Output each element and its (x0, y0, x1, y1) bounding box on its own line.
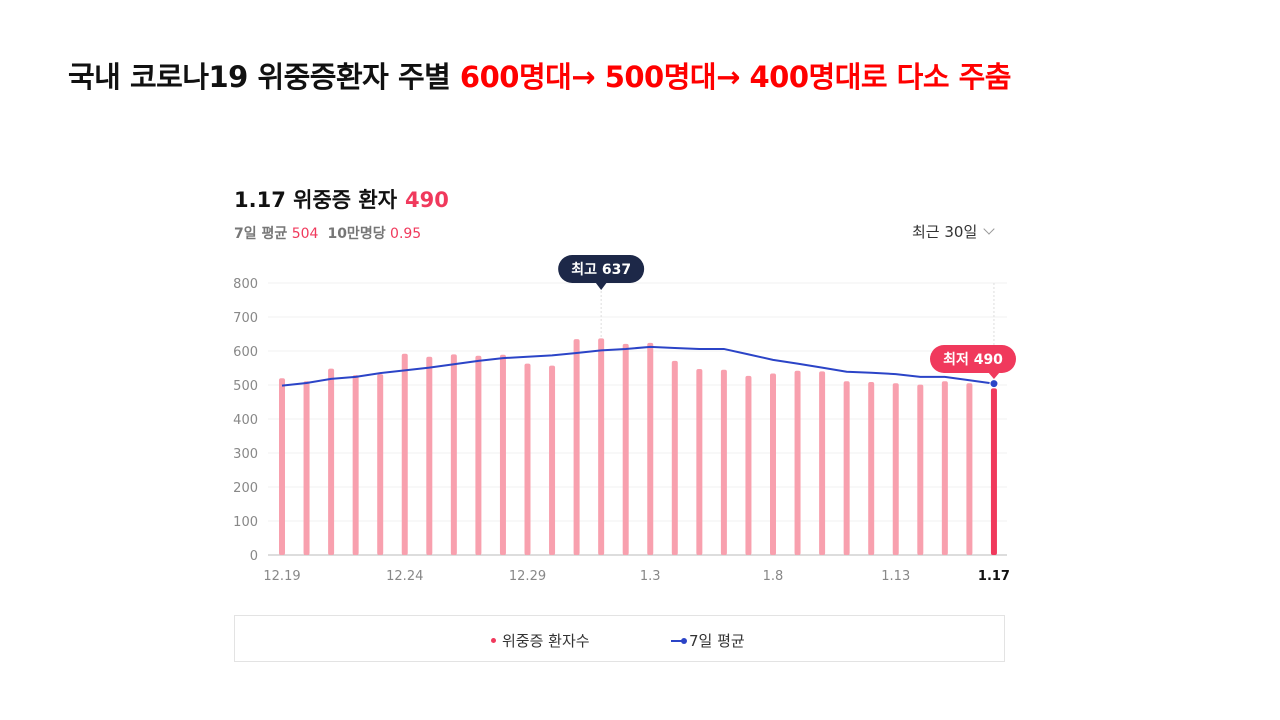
y-tick-label: 400 (233, 413, 258, 428)
y-tick-label: 100 (233, 515, 258, 530)
data-bar (745, 375, 752, 555)
sub-stats: 7일 평균 504 10만명당 0.95 (234, 223, 430, 243)
data-bar (622, 343, 629, 555)
max-tooltip-pointer (595, 282, 608, 290)
range-select-label: 최근 30일 (912, 223, 978, 241)
min-tooltip (930, 345, 1016, 373)
x-tick-label: 1.13 (881, 569, 910, 584)
data-bar (499, 354, 506, 555)
legend-bars-label: 위중증 환자수 (502, 632, 590, 650)
data-bar (573, 339, 580, 555)
data-bar (843, 381, 850, 555)
data-bar (401, 353, 408, 555)
data-bar (279, 378, 285, 555)
data-bar (720, 369, 727, 555)
y-tick-label: 300 (233, 447, 258, 462)
x-tick-label: 1.3 (640, 569, 661, 584)
slide-title-highlight: 600명대→ 500명대→ 400명대로 다소 주춤 (459, 60, 1012, 94)
legend-item-line[interactable]: 7일 평균 (671, 630, 745, 651)
max-tooltip (558, 255, 645, 283)
data-bar (917, 384, 924, 555)
data-bar (352, 375, 359, 555)
avg-value: 504 (291, 226, 319, 242)
data-bar (475, 355, 482, 555)
y-tick-label: 500 (233, 379, 258, 394)
x-tick-label: 1.17 (978, 569, 1010, 584)
slide-title: 국내 코로나19 위중증환자 주별 600명대→ 500명대→ 400명대로 다… (68, 54, 1248, 96)
data-bar (671, 360, 678, 555)
y-tick-label: 800 (233, 277, 258, 292)
data-bar (450, 354, 457, 555)
legend-item-bars[interactable]: 위중증 환자수 (491, 630, 590, 651)
card-title: 1.17 위중증 환자 490 (234, 184, 449, 214)
y-tick-label: 0 (250, 549, 258, 564)
x-tick-label: 12.29 (509, 569, 546, 584)
data-bar (377, 374, 384, 555)
min-tooltip-label: 최저 490 (943, 352, 1003, 368)
legend-line-icon (671, 638, 687, 644)
chart-legend: 위중증 환자수 7일 평균 (234, 615, 1005, 662)
avg-line (281, 345, 995, 387)
legend-line-label: 7일 평균 (689, 632, 745, 650)
y-tick-label: 700 (233, 311, 258, 326)
data-bar (990, 388, 997, 555)
data-bar (647, 342, 654, 555)
x-tick-label: 1.8 (763, 569, 784, 584)
min-tooltip-pointer (987, 372, 1000, 379)
data-bar (598, 338, 605, 555)
card-title-value: 490 (405, 188, 449, 212)
per-value: 0.95 (390, 226, 422, 242)
data-bar (303, 381, 310, 555)
data-bar (524, 363, 531, 555)
slide-title-text: 국내 코로나19 위중증환자 주별 (68, 60, 460, 94)
card-title-label: 1.17 위중증 환자 (234, 188, 398, 212)
legend-dot-icon (491, 638, 496, 643)
data-bar (819, 371, 826, 555)
data-bar (966, 383, 973, 555)
avg-last-point (989, 379, 999, 389)
y-tick-label: 600 (233, 345, 258, 360)
data-bar (549, 365, 556, 555)
data-bar (892, 383, 899, 555)
data-bar (941, 381, 948, 555)
x-tick-label: 12.24 (386, 569, 423, 584)
data-bar (770, 373, 776, 555)
max-tooltip-label: 최고 637 (571, 262, 631, 278)
per-label: 10만명당 (327, 226, 386, 242)
data-bar (696, 369, 703, 555)
data-bar (328, 368, 335, 555)
data-bar (868, 381, 875, 555)
data-bar (794, 370, 801, 555)
data-bar (426, 356, 433, 555)
avg-label: 7일 평균 (234, 226, 288, 242)
range-select[interactable]: 최근 30일 (912, 221, 995, 242)
x-tick-label: 12.19 (263, 569, 300, 584)
y-tick-label: 200 (233, 481, 258, 496)
